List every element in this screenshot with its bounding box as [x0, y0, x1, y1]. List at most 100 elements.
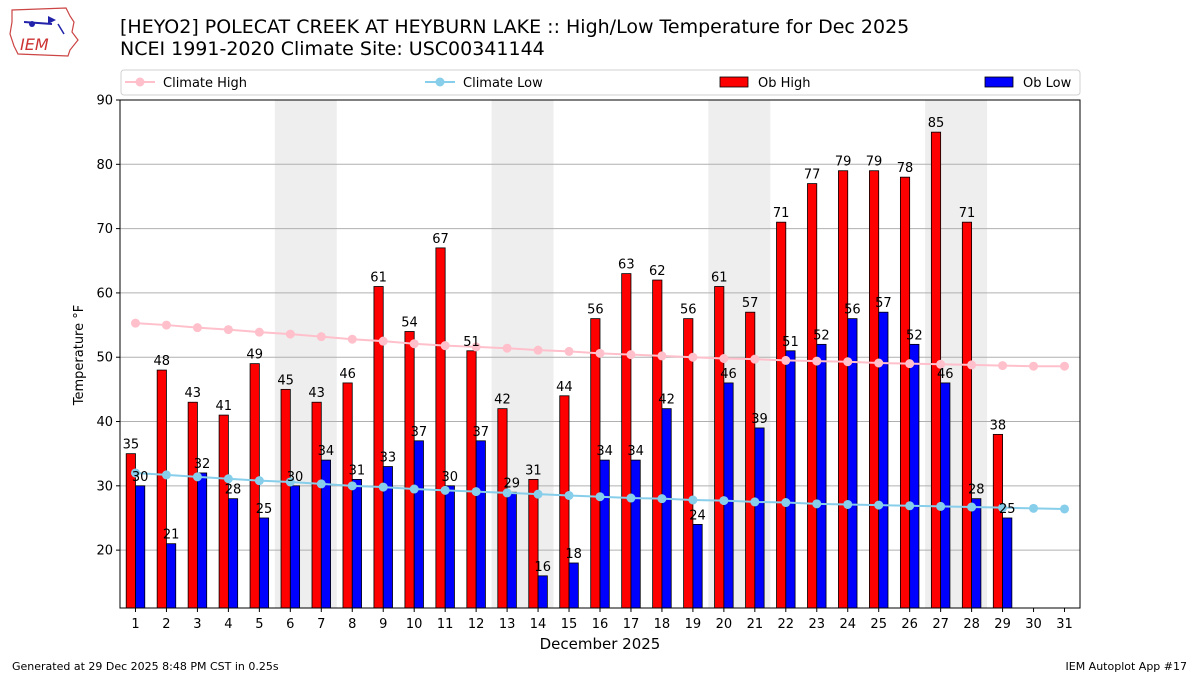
climate-low-point [130, 468, 140, 478]
ob-high-bar [992, 433, 1003, 609]
legend: Climate High Climate Low Ob High Ob Low [120, 69, 1081, 96]
climate-high-point [223, 325, 233, 335]
ob-high-bar [807, 183, 818, 609]
ob-high-bar [218, 414, 229, 609]
ob-low-label: 39 [751, 412, 768, 427]
climate-low-point [874, 500, 884, 510]
climate-high-point [316, 332, 326, 342]
ob-low-bar [413, 440, 424, 609]
climate-high-point [471, 342, 481, 352]
x-tick-label: 17 [623, 617, 640, 632]
climate-high-point [750, 354, 760, 364]
ob-low-bar [816, 343, 827, 609]
ob-low-label: 21 [163, 528, 180, 543]
ob-low-label: 25 [256, 502, 273, 517]
ob-high-bar [311, 401, 322, 609]
ob-high-bar [838, 170, 849, 609]
ob-low-bar [878, 311, 889, 609]
ob-high-label: 43 [308, 386, 325, 401]
ob-low-label: 28 [968, 483, 985, 498]
climate-high-point [409, 339, 419, 349]
svg-text:IEM: IEM [20, 35, 49, 54]
x-tick-label: 12 [468, 617, 485, 632]
x-tick-label: 26 [901, 617, 918, 632]
ob-high-label: 71 [959, 206, 976, 221]
ob-high-bar [683, 318, 694, 609]
ob-low-label: 42 [658, 393, 675, 408]
ob-high-label: 71 [773, 206, 790, 221]
x-tick-label: 11 [437, 617, 454, 632]
climate-low-point [316, 479, 326, 489]
title-line-2: NCEI 1991-2020 Climate Site: USC00341144 [120, 38, 545, 60]
x-tick-label: 1 [131, 617, 139, 632]
ob-low-bar [227, 498, 239, 609]
ob-low-label: 30 [132, 470, 149, 485]
ob-low-label: 30 [287, 470, 304, 485]
ob-low-label: 46 [937, 367, 954, 382]
climate-low-point [502, 488, 512, 498]
ob-low-bar [909, 343, 920, 609]
chart-title: [HEYO2] POLECAT CREEK AT HEYBURN LAKE ::… [120, 16, 909, 60]
y-tick-label: 70 [96, 222, 113, 237]
x-tick-label: 2 [162, 617, 170, 632]
y-tick-label: 20 [96, 544, 113, 559]
ob-high-label: 62 [649, 264, 666, 279]
y-tick-label: 40 [96, 415, 113, 430]
climate-low-point [595, 492, 605, 502]
x-tick-label: 3 [193, 617, 201, 632]
legend-label: Climate High [163, 76, 247, 91]
ob-low-label: 37 [473, 425, 490, 440]
ob-high-bar [590, 318, 601, 609]
ob-high-bar [559, 395, 570, 609]
x-tick-label: 7 [317, 617, 325, 632]
legend-bar-swatch [984, 76, 1014, 88]
ob-low-label: 28 [225, 483, 242, 498]
ob-high-bar [466, 350, 477, 609]
ob-low-label: 57 [875, 296, 892, 311]
climate-high-point [719, 354, 729, 364]
ob-high-bar [961, 221, 973, 609]
climate-high-point [533, 345, 543, 355]
ob-high-label: 43 [185, 386, 202, 401]
y-tick-label: 80 [96, 158, 113, 173]
app-credit: IEM Autoplot App #17 [1065, 660, 1188, 673]
ob-high-label: 45 [277, 373, 294, 388]
legend-label: Climate Low [463, 76, 543, 91]
climate-low-point [657, 494, 667, 504]
ob-high-bar [714, 286, 725, 609]
ob-low-label: 52 [906, 328, 923, 343]
ob-high-label: 56 [680, 303, 697, 318]
climate-high-point [440, 341, 450, 351]
x-tick-label: 24 [839, 617, 856, 632]
climate-low-point [905, 501, 915, 511]
ob-low-bar [599, 459, 610, 609]
legend-label: Ob High [758, 76, 811, 91]
x-tick-label: 4 [224, 617, 232, 632]
ob-high-label: 31 [525, 463, 542, 478]
climate-lines [130, 318, 1070, 514]
ob-high-label: 57 [742, 296, 759, 311]
ob-low-label: 34 [627, 444, 644, 459]
climate-high-point [502, 343, 512, 353]
ob-high-label: 61 [370, 270, 387, 285]
x-tick-label: 29 [994, 617, 1011, 632]
climate-high-point [688, 352, 698, 362]
ob-high-bar [652, 279, 663, 609]
climate-low-point [781, 498, 791, 508]
ob-low-bar [630, 459, 641, 609]
y-tick-label: 60 [96, 286, 113, 301]
ob-high-label: 41 [215, 399, 232, 414]
ob-low-bar [723, 382, 734, 609]
ob-low-label: 56 [844, 303, 861, 318]
climate-high-point [998, 361, 1008, 371]
legend-marker [135, 77, 145, 87]
ob-low-bar [166, 543, 177, 609]
ob-low-label: 24 [689, 508, 706, 523]
ob-low-bar [475, 440, 486, 609]
x-tick-label: 20 [716, 617, 733, 632]
climate-high-point [285, 329, 295, 339]
climate-low-point [409, 484, 419, 494]
climate-low-point [285, 477, 295, 487]
ob-low-label: 25 [999, 502, 1016, 517]
